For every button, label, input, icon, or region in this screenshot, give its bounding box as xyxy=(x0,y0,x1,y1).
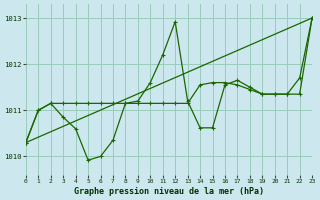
X-axis label: Graphe pression niveau de la mer (hPa): Graphe pression niveau de la mer (hPa) xyxy=(74,187,264,196)
